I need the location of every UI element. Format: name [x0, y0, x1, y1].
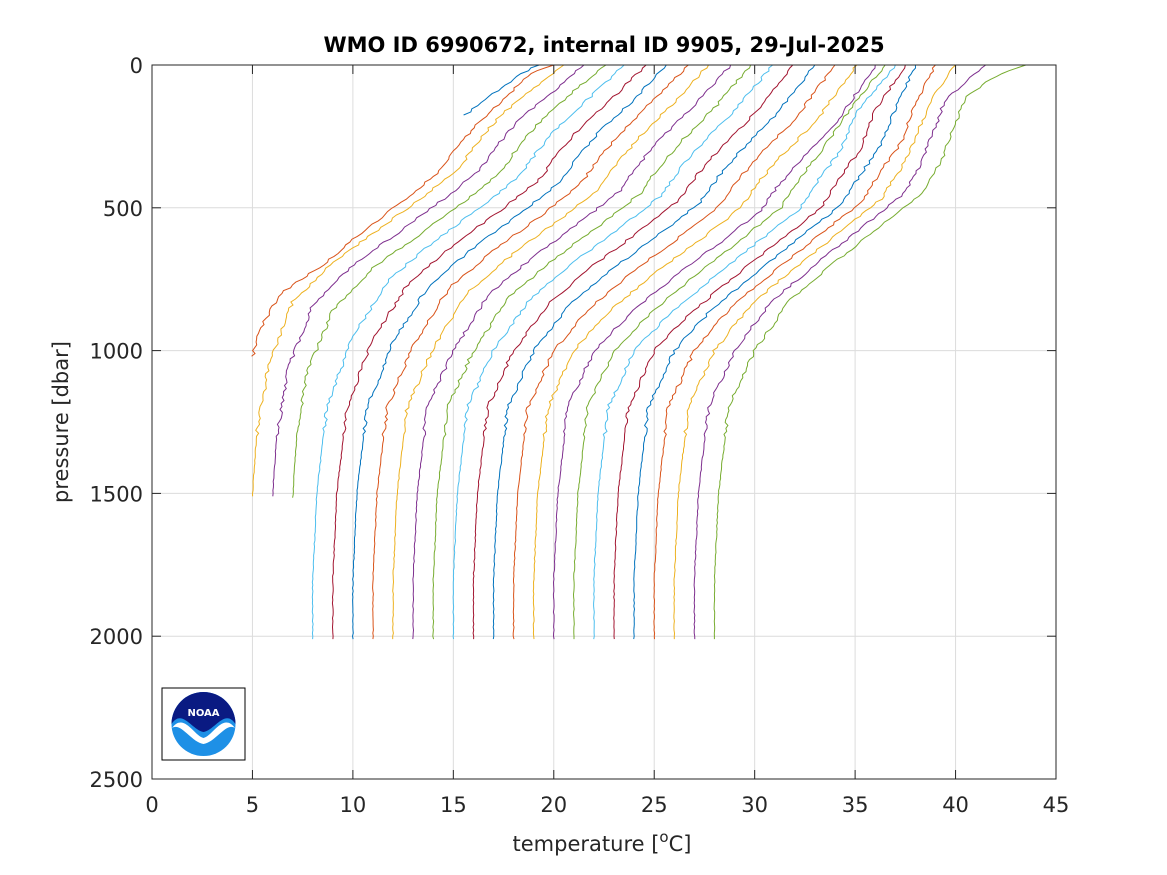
profile-line	[251, 64, 554, 357]
profile-line	[633, 64, 917, 640]
profile-line	[292, 64, 607, 498]
y-tick-label: 2500	[90, 768, 143, 792]
profile-line	[372, 64, 689, 640]
profile-line	[572, 64, 886, 640]
x-tick-label: 25	[641, 793, 668, 817]
x-tick-label: 20	[540, 793, 567, 817]
profile-line	[392, 64, 709, 640]
x-tick-label: 35	[842, 793, 869, 817]
profile-line	[452, 64, 774, 640]
noaa-logo: NOAA	[161, 687, 246, 761]
profile-line	[532, 64, 858, 640]
profile-line	[492, 64, 816, 640]
ticks: 0 5 10 15 20 25 30 35 40 45 0 500 1000 1500 2000 2500	[90, 54, 1070, 817]
y-tick-label: 1000	[90, 340, 143, 364]
profiles	[251, 64, 1027, 640]
x-tick-label: 30	[741, 793, 768, 817]
plot-frame	[151, 64, 1057, 780]
profile-line	[673, 64, 956, 640]
profile-line	[552, 64, 876, 640]
svg-text:NOAA: NOAA	[187, 708, 219, 719]
profile-line	[512, 64, 836, 640]
profile-line	[613, 64, 906, 640]
profile-line	[593, 64, 896, 640]
profile-line	[351, 64, 667, 640]
x-tick-label: 10	[340, 793, 367, 817]
y-tick-label: 2000	[90, 625, 143, 649]
x-axis-label-degree: o	[659, 828, 668, 846]
grid	[152, 65, 1056, 779]
x-tick-label: 0	[145, 793, 158, 817]
chart-title: WMO ID 6990672, internal ID 9905, 29-Jul…	[323, 33, 884, 57]
y-axis-label: pressure [dbar]	[49, 341, 73, 503]
profile-line	[251, 64, 565, 497]
y-tick-label: 0	[130, 54, 143, 78]
x-tick-label: 15	[440, 793, 467, 817]
profile-line	[412, 64, 732, 640]
x-tick-label: 5	[246, 793, 259, 817]
profile-line	[463, 64, 548, 116]
y-tick-label: 1500	[90, 482, 143, 506]
x-axis-label: temperature [oC]	[513, 828, 692, 856]
x-axis-label-text: temperature [	[513, 832, 660, 856]
x-axis-label-unit: C]	[669, 832, 692, 856]
profile-line	[653, 64, 936, 640]
profile-line	[272, 64, 585, 497]
x-tick-label: 40	[942, 793, 969, 817]
profile-line	[472, 64, 794, 640]
profile-line	[311, 64, 625, 640]
x-tick-label: 45	[1043, 793, 1070, 817]
profile-line	[713, 64, 1027, 640]
profile-line	[331, 64, 647, 640]
profile-line	[693, 64, 986, 640]
y-tick-label: 500	[103, 197, 143, 221]
profile-line	[432, 64, 752, 640]
